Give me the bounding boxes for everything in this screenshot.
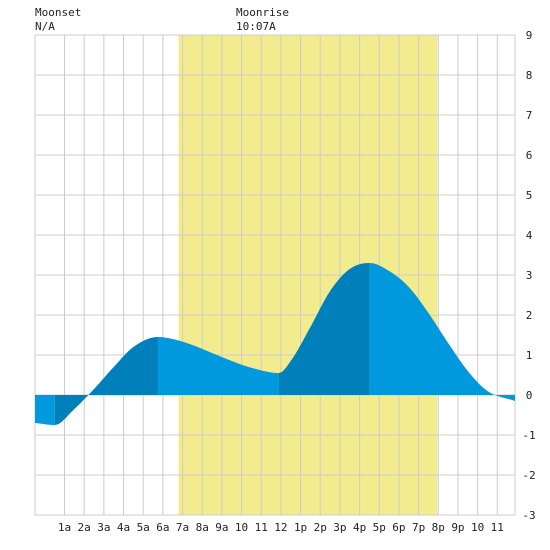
y-tick-label: 8 (526, 69, 533, 82)
x-tick-label: 2a (78, 521, 91, 534)
x-tick-label: 11 (255, 521, 268, 534)
moonrise-label: Moonrise (236, 6, 289, 19)
y-tick-label: 6 (526, 149, 533, 162)
x-tick-label: 5a (137, 521, 150, 534)
x-tick-label: 2p (314, 521, 327, 534)
y-tick-label: 7 (526, 109, 533, 122)
y-tick-label: -2 (522, 469, 535, 482)
x-tick-label: 6p (392, 521, 405, 534)
x-tick-label: 10 (471, 521, 484, 534)
x-tick-label: 3p (333, 521, 346, 534)
x-tick-label: 12 (274, 521, 287, 534)
y-tick-label: 5 (526, 189, 533, 202)
x-tick-label: 6a (156, 521, 169, 534)
tide-band-dark (54, 337, 158, 425)
x-tick-label: 4p (353, 521, 366, 534)
y-tick-label: 1 (526, 349, 533, 362)
x-tick-label: 11 (491, 521, 504, 534)
tide-band-dark (278, 263, 370, 395)
y-tick-label: 9 (526, 29, 533, 42)
x-tick-label: 7a (176, 521, 189, 534)
y-tick-label: 3 (526, 269, 533, 282)
moonrise-value: 10:07A (236, 20, 276, 33)
y-tick-label: -3 (522, 509, 535, 522)
x-tick-label: 9p (451, 521, 464, 534)
x-tick-label: 1a (58, 521, 71, 534)
y-axis-labels: -3 -2 -1 0 1 2 3 4 5 6 7 8 9 (522, 29, 535, 522)
x-tick-label: 10 (235, 521, 248, 534)
tide-band-light (157, 337, 279, 395)
tide-area (35, 263, 515, 425)
tide-band-light (35, 395, 55, 425)
y-tick-label: 4 (526, 229, 533, 242)
x-tick-label: 4a (117, 521, 130, 534)
x-tick-label: 7p (412, 521, 425, 534)
plot-border (34, 34, 516, 516)
y-tick-label: 0 (526, 389, 533, 402)
moonset-label: Moonset (35, 6, 81, 19)
tide-band-light (369, 263, 515, 401)
y-tick-label: -1 (522, 429, 535, 442)
x-axis-labels: 1a 2a 3a 4a 5a 6a 7a 8a 9a 10 11 12 1p 2p 3p 4p 5p 6p 7p 8p… (58, 521, 504, 534)
x-tick-label: 8p (432, 521, 445, 534)
x-tick-label: 1p (294, 521, 307, 534)
moonset-value: N/A (35, 20, 55, 33)
x-tick-label: 9a (215, 521, 228, 534)
y-tick-label: 2 (526, 309, 533, 322)
x-tick-label: 5p (373, 521, 386, 534)
x-tick-label: 3a (97, 521, 110, 534)
x-tick-label: 8a (196, 521, 209, 534)
